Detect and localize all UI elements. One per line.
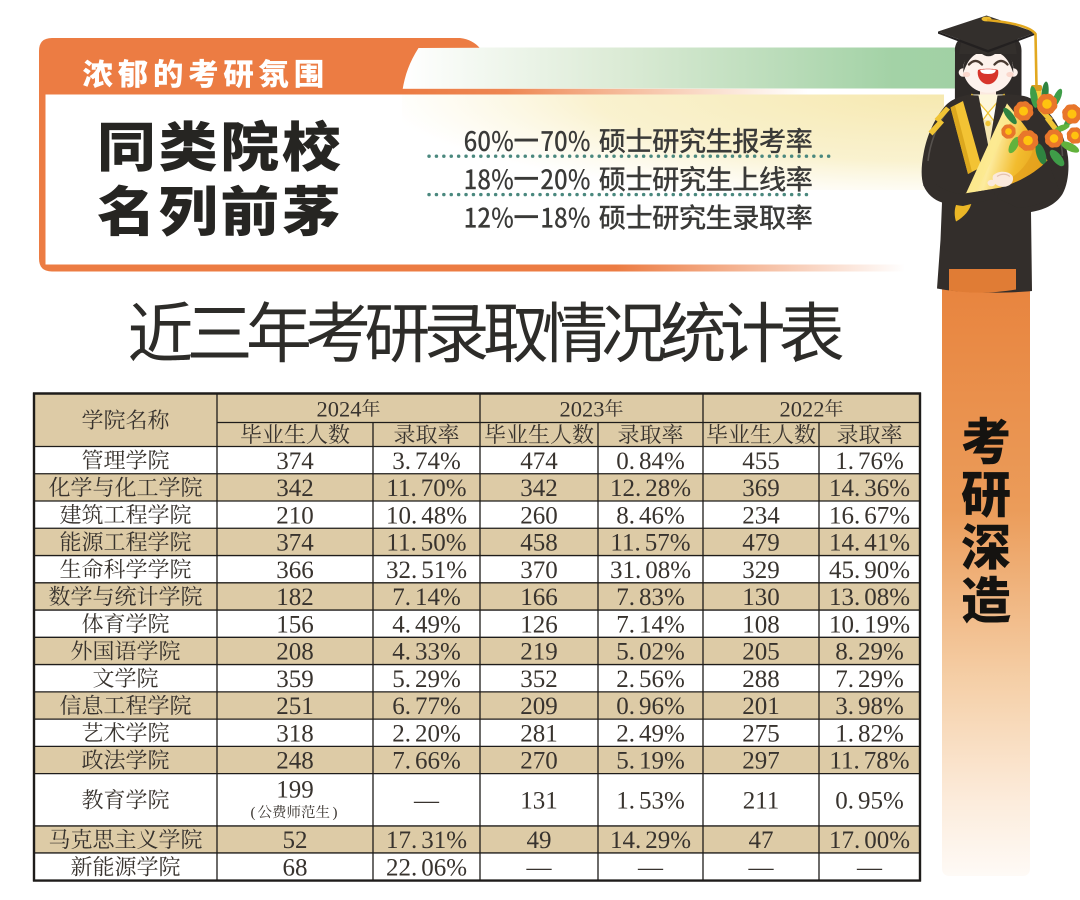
svg-text:3.74%: 3. 74% [392,448,461,475]
svg-text:297: 297 [742,748,780,775]
svg-text:7.66%: 7. 66% [392,748,461,775]
svg-text:10.19%: 10. 19% [829,611,910,638]
svg-text:455: 455 [742,448,780,475]
svg-text:210: 210 [276,502,314,529]
svg-text:209: 209 [520,693,558,720]
svg-text:359: 359 [276,666,314,693]
svg-text:31.08%: 31. 08% [610,557,691,584]
svg-text:3.98%: 3. 98% [835,693,904,720]
svg-text:352: 352 [520,666,558,693]
svg-text:1.76%: 1. 76% [835,448,904,475]
svg-text:182: 182 [276,584,314,611]
svg-text:281: 281 [520,720,558,747]
svg-text:32.51%: 32. 51% [386,557,467,584]
svg-text:12.28%: 12. 28% [610,475,691,502]
svg-text:205: 205 [742,639,780,666]
svg-text:374: 374 [276,448,314,475]
svg-text:14.36%: 14. 36% [829,475,910,502]
svg-text:156: 156 [276,611,314,638]
svg-text:11.57%: 11. 57% [610,530,690,557]
svg-text:6.77%: 6. 77% [392,693,461,720]
svg-text:108: 108 [742,611,780,638]
svg-text:13.08%: 13. 08% [829,584,910,611]
svg-text:130: 130 [742,584,780,611]
svg-text:2.49%: 2. 49% [616,720,685,747]
svg-text:369: 369 [742,475,780,502]
svg-text:474: 474 [520,448,558,475]
svg-text:479: 479 [742,530,780,557]
svg-text:7.83%: 7. 83% [616,584,685,611]
svg-text:4.33%: 4. 33% [392,639,461,666]
svg-text:275: 275 [742,720,780,747]
svg-text:11.50%: 11. 50% [386,530,466,557]
svg-text:8.46%: 8. 46% [616,502,685,529]
svg-text:342: 342 [520,475,558,502]
svg-text:—: — [637,854,664,881]
svg-text:0.96%: 0. 96% [616,693,685,720]
svg-text:7.14%: 7. 14% [392,584,461,611]
svg-text:458: 458 [520,530,558,557]
svg-text:288: 288 [742,666,780,693]
svg-text:199: 199 [276,776,314,803]
svg-text:52: 52 [283,827,308,854]
svg-text:5.19%: 5. 19% [616,748,685,775]
svg-text:370: 370 [520,557,558,584]
svg-text:—: — [526,854,553,881]
svg-text:7.29%: 7. 29% [835,666,904,693]
svg-text:2.20%: 2. 20% [392,720,461,747]
svg-text:8.29%: 8. 29% [835,639,904,666]
svg-text:17.00%: 17. 00% [829,827,910,854]
svg-text:166: 166 [520,584,558,611]
svg-text:0.84%: 0. 84% [616,448,685,475]
svg-text:126: 126 [520,611,558,638]
svg-text:7.14%: 7. 14% [616,611,685,638]
svg-text:47: 47 [749,827,774,854]
svg-text:1.53%: 1. 53% [616,787,685,814]
svg-text:14.29%: 14. 29% [610,827,691,854]
svg-text:5.02%: 5. 02% [616,639,685,666]
svg-text:45.90%: 45. 90% [829,557,910,584]
svg-text:11.70%: 11. 70% [386,475,466,502]
svg-text:201: 201 [742,693,780,720]
svg-text:16.67%: 16. 67% [829,502,910,529]
svg-text:2.56%: 2. 56% [616,666,685,693]
svg-text:—: — [856,854,883,881]
svg-text:251: 251 [276,693,314,720]
svg-text:374: 374 [276,530,314,557]
svg-text:5.29%: 5. 29% [392,666,461,693]
svg-text:—: — [413,787,440,814]
svg-text:234: 234 [742,502,780,529]
svg-text:4.49%: 4. 49% [392,611,461,638]
svg-text:131: 131 [520,787,558,814]
svg-text:68: 68 [283,854,308,881]
svg-text:0.95%: 0. 95% [835,787,904,814]
svg-text:10.48%: 10. 48% [386,502,467,529]
svg-text:2024: 2024 [317,396,362,421]
svg-text:219: 219 [520,639,558,666]
svg-text:318: 318 [276,720,314,747]
svg-text:342: 342 [276,475,314,502]
svg-text:366: 366 [276,557,314,584]
svg-text:260: 260 [520,502,558,529]
svg-text:208: 208 [276,639,314,666]
svg-text:270: 270 [520,748,558,775]
svg-text:14.41%: 14. 41% [829,530,910,557]
svg-text:211: 211 [743,787,780,814]
svg-text:(: ( [250,805,255,821]
svg-text:49: 49 [527,827,552,854]
svg-text:2022: 2022 [780,396,825,421]
svg-text:17.31%: 17. 31% [386,827,467,854]
svg-text:329: 329 [742,557,780,584]
svg-text:11.78%: 11. 78% [829,748,909,775]
svg-text:—: — [748,854,775,881]
svg-text:22.06%: 22. 06% [386,854,467,881]
svg-text:2023: 2023 [560,396,605,421]
svg-text:): ) [333,805,338,821]
svg-text:1.82%: 1. 82% [835,720,904,747]
svg-text:248: 248 [276,748,314,775]
